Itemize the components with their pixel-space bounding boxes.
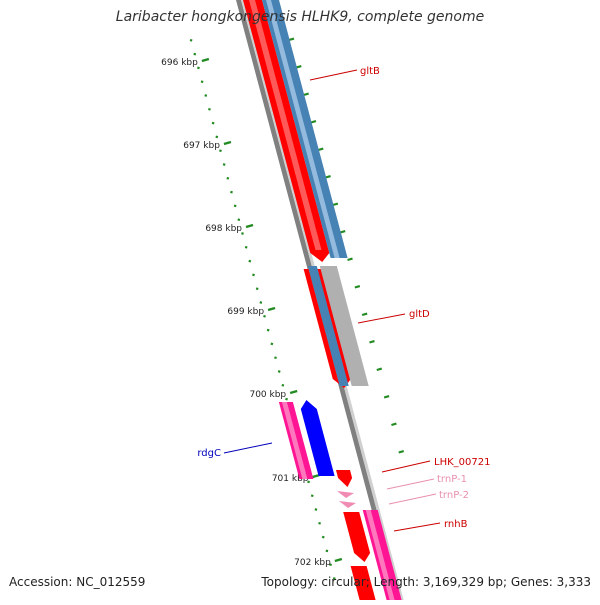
gene-label-leader [393, 522, 441, 532]
gene-rdgC-cds [300, 400, 335, 476]
ruler-major-tick [223, 140, 232, 146]
ruler-major-tick [201, 57, 210, 63]
ruler-dot [215, 135, 219, 139]
map-title: Laribacter hongkongensis HLHK9, complete… [115, 9, 485, 25]
accession-text: Accession: NC_012559 [9, 575, 146, 589]
ruler-dot [259, 301, 263, 304]
ruler-dot [248, 259, 252, 263]
ruler-major-tick [245, 223, 254, 229]
outer-ruler-tick [303, 92, 309, 97]
ruler-label: 700 kbp [249, 390, 286, 400]
outer-ruler-tick [376, 367, 383, 372]
gene-rnhB-cog-highlight [365, 510, 395, 600]
gene-label-leader [388, 493, 437, 505]
ruler-dot [281, 383, 285, 387]
outer-ruler-tick [361, 312, 368, 317]
ruler-dot [255, 287, 259, 291]
outer-ruler-tick [383, 395, 390, 399]
gene-label-trnP-1: trnP-1 [437, 474, 467, 485]
outer-ruler-tick [296, 65, 302, 69]
ruler-label: 699 kbp [227, 307, 264, 317]
gene-label-leader [357, 313, 406, 324]
ruler-dot [318, 521, 321, 525]
ruler-dot [321, 535, 325, 539]
ruler-dot [197, 66, 200, 70]
outer-ruler-tick [391, 422, 397, 427]
gene-rdgC-cog-highlight [281, 402, 308, 479]
outer-ruler-tick [310, 120, 317, 124]
gene-labels: gltB gltD rdgC LHK_00721 trnP-1 trnP-2 rnhB [197, 66, 490, 532]
ruler-dot [244, 245, 248, 249]
ruler-dot [285, 397, 288, 401]
ruler-dot [219, 149, 222, 153]
ruler-dot [193, 52, 197, 56]
ruler-dot [263, 314, 266, 318]
gene-label-leader [386, 478, 435, 490]
gene-rnhB-cds [343, 512, 371, 562]
gene-label-gltB: gltB [360, 66, 380, 77]
gene-label-rnhB: rnhB [444, 519, 468, 530]
ruler-dot [332, 577, 336, 580]
gene-gltD-cog [319, 266, 369, 386]
ruler-major-tick [267, 306, 276, 312]
genome-summary-text: Topology: circular; Length: 3,169,329 bp… [261, 575, 591, 589]
ruler-dot [222, 163, 226, 166]
ruler-dot [307, 480, 310, 484]
ruler-dot [270, 342, 274, 346]
ruler-dot [208, 107, 211, 111]
gene-label-leader [223, 442, 273, 454]
ruler-dot [329, 563, 332, 567]
outer-ruler-tick [332, 202, 339, 207]
ruler-dot [310, 494, 314, 498]
ruler-label: 698 kbp [205, 224, 242, 234]
ruler-dot [266, 328, 270, 332]
ruler-dot [325, 549, 329, 553]
features [243, 0, 402, 600]
gene-gltB-highlight [249, 0, 322, 250]
ruler-dot [200, 80, 204, 84]
ruler-label: 697 kbp [183, 141, 220, 151]
gene-label-leader [309, 69, 358, 81]
ruler-major-tick [334, 557, 343, 563]
gene-trnP-2 [339, 501, 356, 508]
gene-gltD-cog-blue [307, 266, 349, 386]
outer-ruler-tick [398, 450, 405, 454]
gene-next-cds [350, 566, 376, 600]
ruler-label: 696 kbp [161, 58, 198, 68]
ruler: 696 kbp 697 kbp 698 kbp 699 kbp 700 kbp 701 k… [161, 37, 405, 580]
gene-label-LHK_00721: LHK_00721 [434, 457, 490, 468]
ruler-dot [252, 273, 255, 277]
outer-ruler-tick [317, 147, 324, 152]
gene-gltB-cog-highlight [266, 0, 340, 258]
outer-ruler-tick [354, 285, 361, 289]
gene-label-rdgC: rdgC [197, 448, 221, 459]
outer-ruler-tick [369, 340, 375, 344]
gene-label-trnP-2: trnP-2 [439, 490, 469, 501]
ruler-dot [189, 38, 193, 42]
ruler-major-tick [289, 389, 298, 395]
ruler-dot [314, 508, 318, 511]
ruler-dot [204, 94, 208, 97]
ruler-dot [277, 370, 281, 373]
ruler-dot [274, 356, 277, 360]
ruler-dot [226, 176, 230, 180]
gene-trnP-1 [337, 491, 354, 498]
ruler-dot [241, 232, 244, 235]
ruler-dot [237, 218, 241, 222]
gene-label-gltD: gltD [409, 309, 430, 320]
outer-ruler-tick [325, 175, 331, 179]
ruler-dot [211, 121, 215, 125]
ruler-label: 702 kbp [294, 558, 331, 568]
gene-LHK_00721-cds [336, 470, 353, 487]
gene-label-leader [381, 460, 431, 473]
ruler-dot [230, 190, 233, 194]
ruler-label: 701 kbp [272, 474, 309, 484]
outer-ruler-tick [347, 257, 353, 262]
ruler-dot [233, 204, 237, 208]
outer-ruler-tick [339, 230, 346, 234]
outer-ruler-tick [288, 37, 295, 42]
ruler-major-tick [312, 473, 320, 479]
